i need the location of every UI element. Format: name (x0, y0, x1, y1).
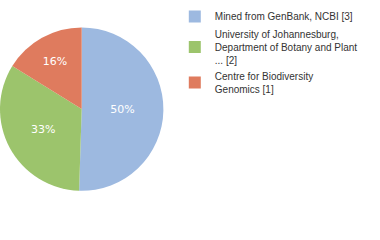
svg-text:University of Johannesburg,Dep: University of Johannesburg,Department of… (215, 29, 358, 66)
svg-text:33%: 33% (31, 123, 55, 136)
svg-text:Mined from GenBank, NCBI [3]: Mined from GenBank, NCBI [3] (215, 11, 353, 22)
svg-text:Centre for BiodiversityGenomic: Centre for BiodiversityGenomics [1] (215, 71, 313, 95)
svg-text:50%: 50% (110, 103, 134, 116)
svg-text:16%: 16% (43, 55, 67, 68)
